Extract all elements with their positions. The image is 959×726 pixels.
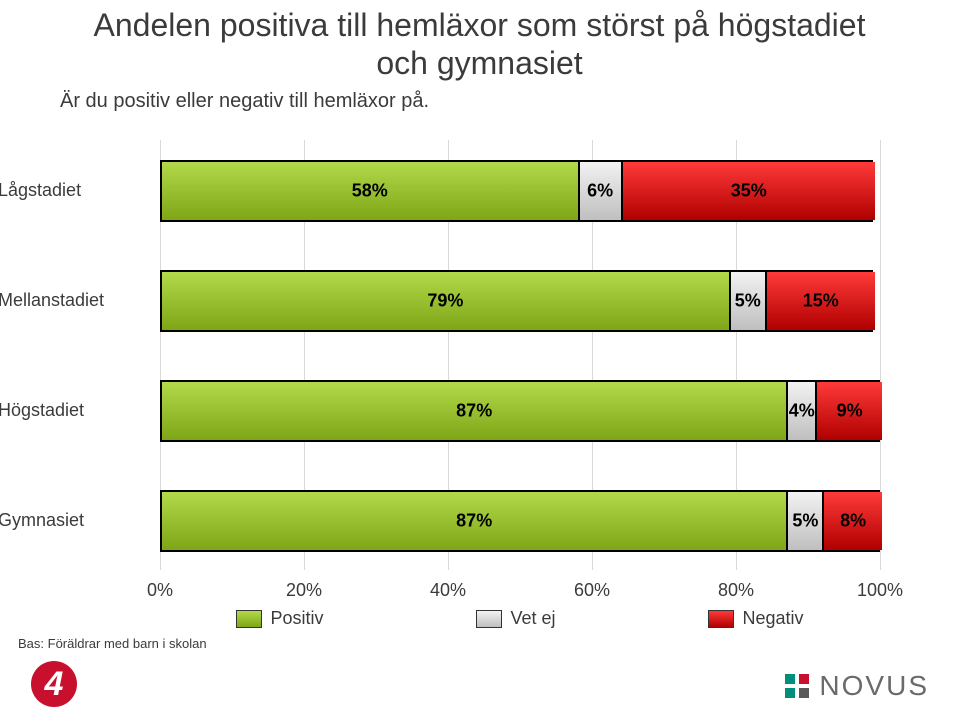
novus-dot (799, 674, 809, 684)
novus-logo: NOVUS (785, 668, 929, 704)
bar-segment: 8% (824, 492, 882, 550)
bar-segment: 87% (162, 492, 788, 550)
x-tick-label: 20% (286, 580, 322, 601)
bar-segment: 35% (623, 162, 875, 220)
legend-swatch (476, 610, 502, 628)
bar-row: 58%6%35% (160, 160, 873, 222)
bar-value: 6% (580, 181, 621, 202)
tv4-logo: 4 (30, 660, 78, 708)
novus-dot (799, 688, 809, 698)
x-tick-label: 0% (147, 580, 173, 601)
bar-value: 8% (824, 511, 882, 532)
footer-note: Bas: Föräldrar med barn i skolan (18, 636, 207, 651)
bar-segment: 4% (788, 382, 817, 440)
x-tick-label: 60% (574, 580, 610, 601)
bar-value: 79% (162, 291, 729, 312)
bar-row: 87%5%8% (160, 490, 880, 552)
legend-item: Negativ (708, 608, 803, 629)
legend-swatch (708, 610, 734, 628)
bar-value: 5% (788, 511, 822, 532)
category-label: Lågstadiet (0, 180, 148, 201)
legend-label: Positiv (270, 608, 323, 629)
novus-dot (785, 688, 795, 698)
slide-title: Andelen positiva till hemläxor som störs… (0, 6, 959, 83)
x-tick-label: 100% (857, 580, 903, 601)
bar-segment: 79% (162, 272, 731, 330)
category-label: Gymnasiet (0, 510, 148, 531)
novus-text: NOVUS (819, 670, 929, 702)
bar-value: 87% (162, 511, 786, 532)
slide-subtitle: Är du positiv eller negativ till hemläxo… (60, 90, 429, 113)
bar-segment: 15% (767, 272, 875, 330)
svg-text:4: 4 (44, 665, 64, 703)
bar-value: 35% (623, 181, 875, 202)
chart: Lågstadiet58%6%35%Mellanstadiet79%5%15%H… (160, 140, 880, 570)
bar-value: 58% (162, 181, 578, 202)
legend-label: Vet ej (510, 608, 555, 629)
bar-row: 87%4%9% (160, 380, 880, 442)
bar-value: 5% (731, 291, 765, 312)
legend-label: Negativ (742, 608, 803, 629)
bar-value: 87% (162, 401, 786, 422)
bar-segment: 6% (580, 162, 623, 220)
bar-segment: 9% (817, 382, 882, 440)
bar-segment: 5% (788, 492, 824, 550)
novus-dots-icon (785, 674, 809, 698)
title-line2: och gymnasiet (376, 45, 582, 81)
x-tick-label: 40% (430, 580, 466, 601)
bar-segment: 58% (162, 162, 580, 220)
legend-swatch (236, 610, 262, 628)
x-tick-label: 80% (718, 580, 754, 601)
category-label: Mellanstadiet (0, 290, 148, 311)
bar-value: 4% (788, 401, 815, 422)
category-label: Högstadiet (0, 400, 148, 421)
bar-value: 9% (817, 401, 882, 422)
legend: Positiv Vet ej Negativ (160, 608, 880, 629)
bar-segment: 5% (731, 272, 767, 330)
legend-item: Positiv (236, 608, 323, 629)
title-line1: Andelen positiva till hemläxor som störs… (94, 7, 866, 43)
bar-row: 79%5%15% (160, 270, 873, 332)
bar-segment: 87% (162, 382, 788, 440)
legend-item: Vet ej (476, 608, 555, 629)
bar-value: 15% (767, 291, 875, 312)
novus-dot (785, 674, 795, 684)
